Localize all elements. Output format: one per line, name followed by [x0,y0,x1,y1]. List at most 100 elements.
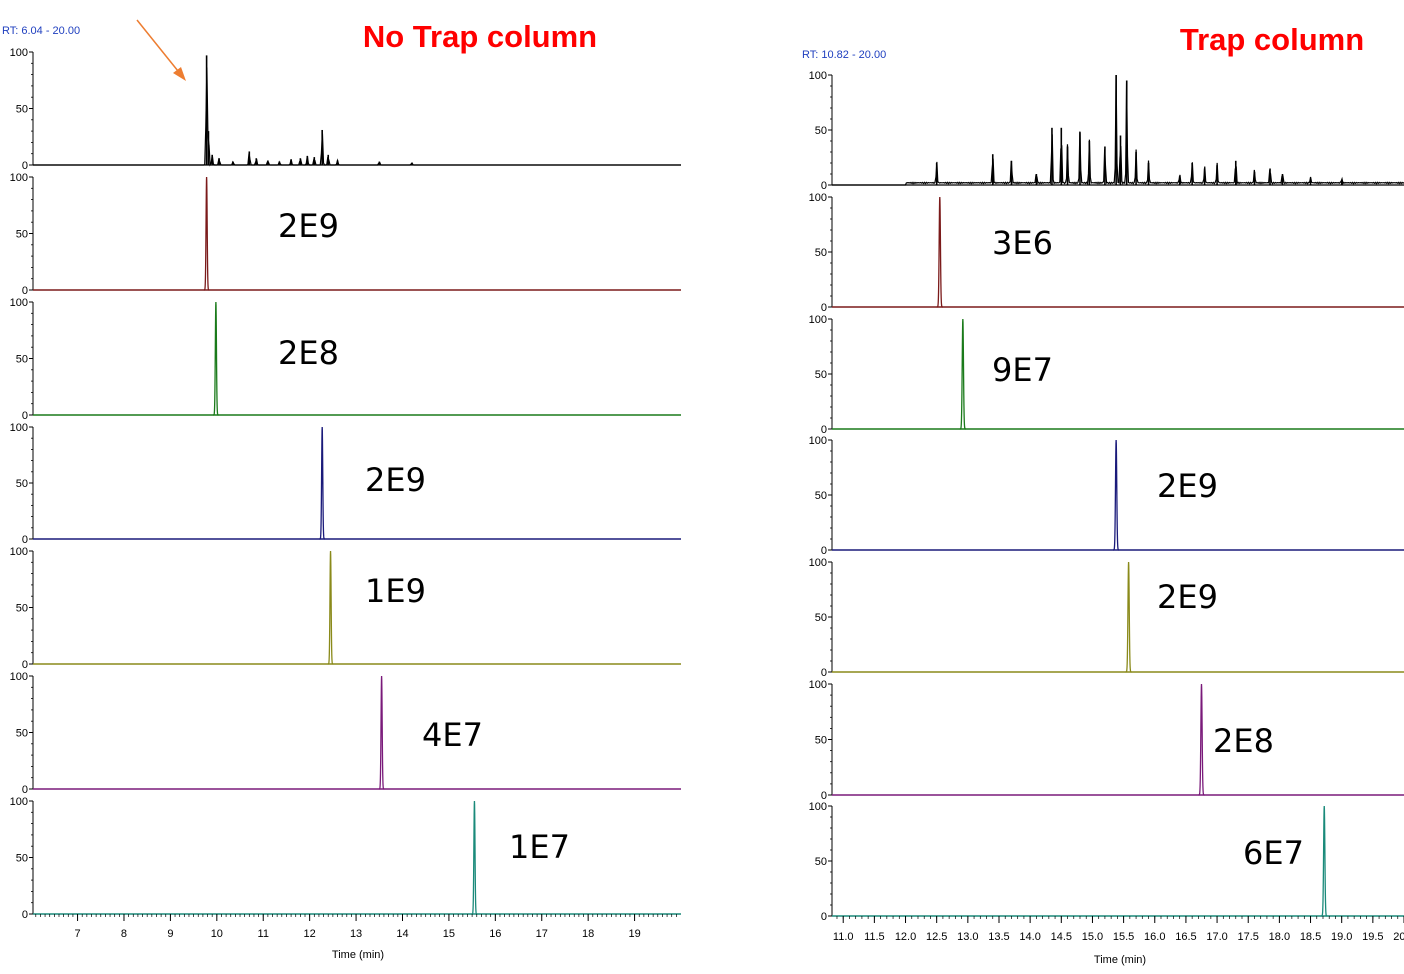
right-xic-y-tick-label: 0 [821,424,827,436]
left-intensity-label: 4E7 [422,716,483,754]
left-xic-peak [327,550,334,665]
right-x-tick-label: 19.0 [1331,931,1352,943]
right-x-tick-label: 18.5 [1300,931,1321,943]
right-plots: 0501000501003E60501009E70501002E90501002… [809,70,1404,943]
right-xic-panel: 0 50 100 9E7 [809,314,1404,436]
right-x-tick-label: 14.5 [1051,931,1072,943]
right-xic-y-tick-label: 50 [815,612,827,624]
left-xic-y-tick-label: 50 [16,603,28,615]
left-xic-y-tick-label: 100 [10,297,28,309]
left-intensity-label: 2E8 [278,334,339,372]
right-xic-peak [959,318,966,430]
left-plots: 0501000501002E90501002E80501002E90501001… [10,47,681,940]
right-xic-y-tick-label: 0 [821,790,827,802]
title-trap-column: Trap column [1180,22,1364,57]
right-xic-peak [1125,561,1132,673]
left-tic-y-tick-label: 0 [22,160,28,172]
right-xic-peak [936,196,943,308]
left-xic-peak [378,675,385,790]
right-x-tick-label: 17.0 [1206,931,1227,943]
left-x-tick-label: 11 [258,928,269,940]
left-xic-y-tick-label: 100 [10,671,28,683]
right-xic-peak [1321,805,1328,917]
left-intensity-label: 2E9 [278,207,339,245]
left-tic-panel: 0 50 100 [10,47,681,172]
left-x-tick-label: 16 [489,928,501,940]
left-x-tick-label: 19 [628,928,640,940]
left-xic-y-tick-label: 0 [22,659,28,671]
right-x-tick-label: 13.0 [957,931,978,943]
right-intensity-label: 2E9 [1157,578,1218,616]
left-xic-peak [203,176,210,291]
left-x-tick-label: 12 [304,928,316,940]
right-x-tick-label: 19.5 [1362,931,1383,943]
right-tic-y-tick-label: 50 [815,125,827,137]
left-x-axis: 7 8 9 10 11 12 13 14 15 16 17 18 19 [35,914,677,940]
right-x-tick-label: 17.5 [1238,931,1259,943]
right-xic-y-tick-label: 0 [821,911,827,923]
left-xic-peak [471,800,478,915]
right-x-tick-label: 15.5 [1113,931,1134,943]
left-x-tick-label: 9 [167,928,173,940]
right-xic-y-tick-label: 100 [809,801,827,813]
left-xic-peak [213,301,219,416]
right-x-tick-label: 20.0 [1393,931,1404,943]
left-xic-y-tick-label: 100 [10,422,28,434]
right-xic-y-tick-label: 50 [815,247,827,259]
right-intensity-label: 2E8 [1213,722,1274,760]
left-intensity-label: 2E9 [365,461,426,499]
right-x-tick-label: 12.0 [895,931,916,943]
right-tic-y-tick-label: 0 [821,180,827,192]
right-intensity-label: 2E9 [1157,467,1218,505]
left-x-tick-label: 15 [443,928,455,940]
left-tic-y-tick-label: 100 [10,47,28,59]
left-xic-y-tick-label: 50 [16,728,28,740]
panel-no-trap-column: No Trap column RT: 6.04 - 20.00 05010005… [2,19,681,961]
left-xic-y-tick-label: 100 [10,546,28,558]
left-xic-y-tick-label: 50 [16,478,28,490]
left-xic-panel: 0 50 100 2E8 [10,297,681,422]
right-xic-y-tick-label: 50 [815,490,827,502]
right-xic-y-tick-label: 50 [815,856,827,868]
left-intensity-label: 1E9 [365,572,426,610]
right-xic-y-tick-label: 100 [809,435,827,447]
right-intensity-label: 3E6 [992,224,1053,262]
right-xic-y-tick-label: 0 [821,667,827,679]
right-xic-y-tick-label: 100 [809,679,827,691]
left-x-tick-label: 17 [536,928,548,940]
left-tic-y-tick-label: 50 [16,104,28,116]
left-x-tick-label: 13 [350,928,362,940]
left-x-tick-label: 18 [582,928,594,940]
right-x-tick-label: 15.0 [1082,931,1103,943]
arrow-shaft [136,19,183,77]
left-xic-panel: 0 50 100 2E9 [10,172,681,297]
right-xic-y-tick-label: 100 [809,192,827,204]
x-axis-title-right: Time (min) [1094,954,1146,966]
left-xic-peak [319,426,325,540]
rt-range-label-left: RT: 6.04 - 20.00 [2,25,80,37]
right-xic-y-tick-label: 100 [809,314,827,326]
right-x-axis: 11.0 11.5 12.0 12.5 13.0 13.5 14.0 14.5 15.0 15.5… [833,916,1404,943]
left-xic-y-tick-label: 50 [16,229,28,241]
left-intensity-label: 1E7 [509,828,570,866]
right-tic-y-tick-label: 100 [809,70,827,82]
left-x-tick-label: 7 [74,928,80,940]
right-intensity-label: 6E7 [1243,834,1304,872]
right-xic-panel: 0 50 100 3E6 [809,192,1404,314]
panel-trap-column: Trap column RT: 10.82 - 20.00 0501000501… [802,22,1404,966]
right-x-tick-label: 13.5 [988,931,1009,943]
right-x-tick-label: 11.0 [833,931,854,943]
left-xic-y-tick-label: 0 [22,534,28,546]
right-xic-panel: 0 50 100 2E8 [809,679,1404,802]
left-xic-y-tick-label: 0 [22,410,28,422]
left-xic-panel: 0 50 100 1E7 [10,796,681,921]
left-x-tick-label: 8 [121,928,127,940]
left-xic-y-tick-label: 100 [10,796,28,808]
left-xic-panel: 0 50 100 1E9 [10,546,681,671]
right-x-tick-label: 11.5 [864,931,885,943]
left-tic-trace [33,67,681,167]
right-xic-panel: 0 50 100 6E7 [809,801,1404,923]
left-x-tick-label: 14 [396,928,408,940]
right-x-tick-label: 16.5 [1175,931,1196,943]
